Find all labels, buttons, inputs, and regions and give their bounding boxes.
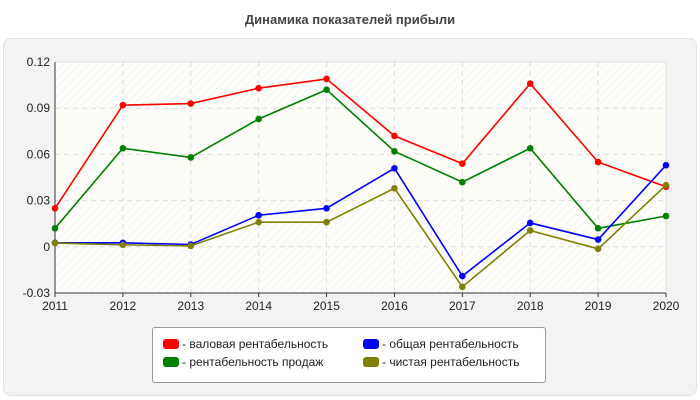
data-point — [391, 164, 398, 172]
data-point — [594, 158, 602, 166]
legend-swatch — [163, 357, 179, 367]
data-point — [459, 272, 466, 280]
x-tick-label: 2017 — [449, 299, 476, 313]
series-line — [54, 184, 667, 289]
data-point — [255, 218, 262, 226]
legend: - валовая рентабельность - общая рентабе… — [152, 327, 546, 383]
data-point — [255, 211, 262, 219]
x-tick-label: 2020 — [653, 299, 680, 313]
data-point — [391, 148, 398, 155]
series-line — [54, 78, 667, 209]
data-point — [51, 239, 59, 247]
legend-item-sales: - рентабельность продаж — [163, 355, 323, 369]
y-tick-label: 0.09 — [27, 101, 51, 115]
x-tick-label: 2011 — [42, 299, 68, 313]
data-point — [119, 101, 127, 109]
x-tick-label: 2015 — [313, 299, 340, 313]
data-point — [662, 161, 670, 169]
data-point — [323, 86, 330, 94]
y-tick-label: 0.06 — [27, 147, 51, 161]
x-tick-label: 2013 — [177, 299, 204, 313]
legend-label: - рентабельность продаж — [182, 355, 324, 369]
data-point — [662, 212, 670, 220]
legend-swatch — [363, 357, 379, 367]
data-point — [255, 84, 262, 92]
legend-swatch — [163, 339, 179, 349]
data-point — [119, 241, 127, 249]
x-tick-label: 2014 — [245, 299, 272, 313]
data-point — [391, 184, 398, 192]
data-point — [526, 219, 534, 227]
y-tick-label: 0 — [43, 240, 50, 254]
series-line — [54, 88, 667, 230]
data-point — [594, 236, 602, 243]
data-point — [526, 227, 534, 234]
legend-label: - общая рентабельность — [382, 337, 519, 351]
data-point — [594, 245, 602, 253]
data-point — [526, 80, 534, 87]
data-point — [323, 75, 330, 83]
x-tick-label: 2016 — [381, 299, 408, 313]
data-point — [323, 218, 330, 226]
data-point — [51, 205, 59, 212]
x-tick-label: 2012 — [110, 299, 137, 313]
legend-item-net: - чистая рентабельность — [363, 355, 519, 369]
data-point — [391, 132, 398, 140]
data-point — [526, 144, 534, 152]
data-point — [187, 242, 195, 250]
legend-item-gross: - валовая рентабельность — [163, 337, 328, 351]
data-point — [255, 115, 262, 123]
data-point — [459, 178, 466, 186]
x-tick-label: 2019 — [585, 299, 612, 313]
chart-title: Динамика показателей прибыли — [244, 12, 456, 27]
data-point — [662, 181, 670, 189]
data-point — [459, 160, 466, 167]
legend-swatch — [363, 339, 379, 349]
data-point — [187, 154, 195, 161]
legend-label: - чистая рентабельность — [382, 355, 520, 369]
legend-label: - валовая рентабельность — [182, 337, 329, 351]
series-line — [55, 164, 667, 278]
y-tick-label: 0.03 — [27, 194, 51, 208]
legend-item-total: - общая рентабельность — [363, 337, 519, 351]
data-point — [119, 144, 127, 152]
y-tick-label: 0.12 — [27, 55, 51, 69]
data-point — [459, 283, 466, 291]
x-tick-label: 2018 — [517, 299, 544, 313]
data-point — [594, 225, 602, 232]
data-point — [187, 100, 195, 107]
data-point — [323, 205, 330, 212]
y-tick-label: -0.03 — [23, 286, 51, 300]
data-point — [51, 225, 59, 232]
